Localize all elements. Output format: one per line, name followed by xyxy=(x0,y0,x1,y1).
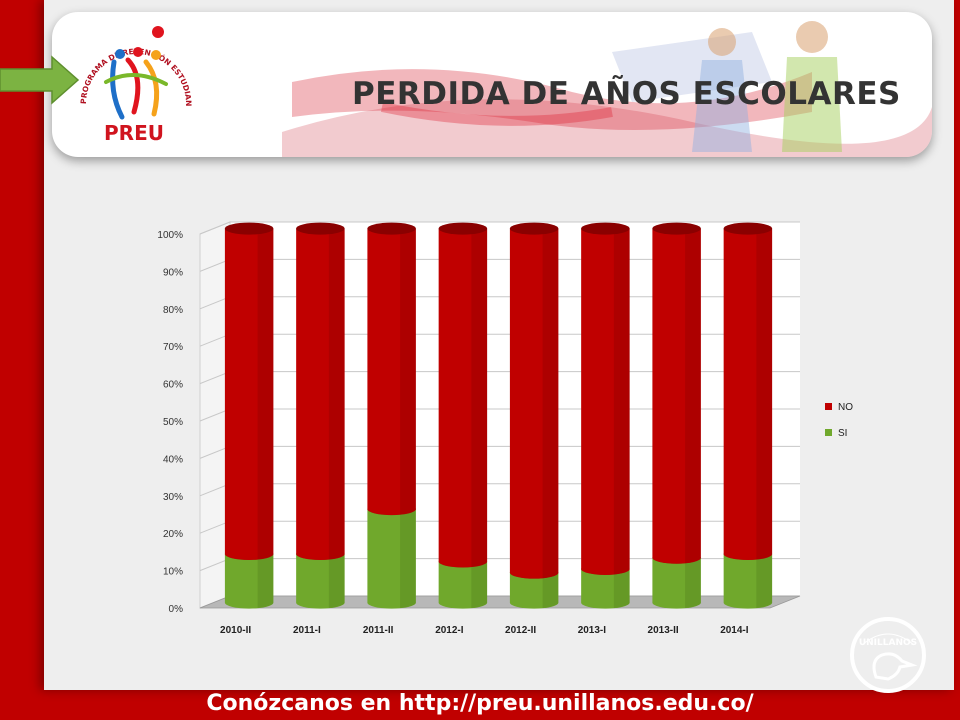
banner-decoration xyxy=(282,21,932,157)
bar-no-body xyxy=(652,228,701,564)
bar-si-body xyxy=(224,553,274,609)
bar-no xyxy=(581,222,630,575)
x-tick-label: 2013-II xyxy=(648,625,679,636)
bar-si-body xyxy=(296,553,345,609)
x-tick-label: 2013-I xyxy=(578,625,607,636)
x-tick-label: 2012-I xyxy=(435,625,464,636)
y-tick-label: 100% xyxy=(157,230,183,241)
y-tick-label: 30% xyxy=(163,492,183,503)
y-tick-label: 10% xyxy=(163,567,183,578)
bar-si xyxy=(367,503,416,609)
bar-si-body xyxy=(367,509,416,609)
bar-no-shade xyxy=(613,228,630,575)
bar-no-shade xyxy=(685,228,701,564)
bar-no-top xyxy=(367,222,416,235)
bar-no-body xyxy=(438,228,488,568)
bar-no-body xyxy=(296,228,345,560)
bar-no xyxy=(723,222,773,560)
preu-logo: PROGRAMA DE RETENCIÓN ESTUDIANTIL UNILLA… xyxy=(64,22,193,145)
bar-no xyxy=(652,222,701,564)
y-tick-label: 0% xyxy=(169,604,184,615)
bar-si-shade xyxy=(400,509,416,608)
x-tick-label: 2012-II xyxy=(505,625,536,636)
bar-no-top xyxy=(723,222,773,235)
y-tick-label: 40% xyxy=(163,454,183,465)
bar-no-top xyxy=(652,222,701,235)
y-tick-label: 90% xyxy=(163,267,183,278)
bar-no-shade xyxy=(542,228,559,579)
y-tick-label: 50% xyxy=(163,417,183,428)
svg-text:UNILLANOS: UNILLANOS xyxy=(859,638,917,648)
bar-no-body xyxy=(509,228,559,579)
bar-no-body xyxy=(581,228,630,575)
bar-si-shade xyxy=(613,568,630,608)
x-tick-label: 2011-II xyxy=(363,625,394,636)
stacked-bar-chart: 0% 10% 20% 30% 40% 50% 60% 70% 80% 90% 100% 2010-II… xyxy=(157,221,853,636)
x-tick-label: 2014-I xyxy=(720,625,749,636)
bar-no-top xyxy=(581,222,630,235)
bar-no-body xyxy=(367,228,416,516)
bar-no-body xyxy=(224,228,274,560)
bar-no xyxy=(367,222,416,516)
bar-no xyxy=(509,222,559,579)
y-tick-label: 20% xyxy=(163,529,183,540)
bar-si-body xyxy=(581,568,630,609)
bar-si-shade xyxy=(756,553,773,608)
bar-no-shade xyxy=(257,228,274,560)
svg-text:PREU: PREU xyxy=(104,121,164,145)
bar-si-body xyxy=(509,572,559,609)
plot-floor xyxy=(199,595,801,609)
bar-si-shade xyxy=(471,561,488,608)
y-tick-label: 80% xyxy=(163,305,183,316)
footer: Conózcanos en http://preu.unillanos.edu.… xyxy=(0,688,960,720)
gridline xyxy=(199,221,800,235)
bar-si-shade xyxy=(685,557,701,608)
bar-si-shade xyxy=(542,572,559,608)
y-tick-label: 70% xyxy=(163,342,183,353)
bar-no-shade xyxy=(471,228,488,567)
legend-label: NO xyxy=(838,402,853,413)
bar-no-top xyxy=(438,222,488,235)
unillanos-logo: UNILLANOS xyxy=(850,617,926,693)
bar-si-body xyxy=(438,561,488,609)
bar-si-body xyxy=(723,553,773,609)
bar-no-body xyxy=(723,228,773,560)
y-tick-label: 60% xyxy=(163,380,183,391)
bar-no-shade xyxy=(328,228,345,560)
bar-no xyxy=(296,222,345,560)
slide-title: PERDIDA DE AÑOS ESCOLARES xyxy=(352,76,901,112)
legend-swatch xyxy=(825,403,832,410)
x-tick-label: 2011-I xyxy=(293,625,321,636)
bar-si-body xyxy=(652,557,701,609)
bar-no xyxy=(438,222,488,568)
legend-swatch xyxy=(825,429,832,436)
x-tick-label: 2010-II xyxy=(220,625,251,636)
bar-no-shade xyxy=(400,228,416,515)
bar-si-shade xyxy=(328,553,345,608)
bar-no-top xyxy=(509,222,559,235)
header-banner: PERDIDA DE AÑOS ESCOLARES xyxy=(52,12,932,157)
bar-no-top xyxy=(296,222,345,235)
bar-no-shade xyxy=(756,228,773,560)
legend-label: SI xyxy=(838,428,847,439)
bar-no-top xyxy=(224,222,274,235)
bar-no xyxy=(224,222,274,560)
footer-link-text: Conózcanos en http://preu.unillanos.edu.… xyxy=(206,691,754,716)
bar-si-shade xyxy=(257,553,274,608)
arrow-icon xyxy=(0,55,80,105)
